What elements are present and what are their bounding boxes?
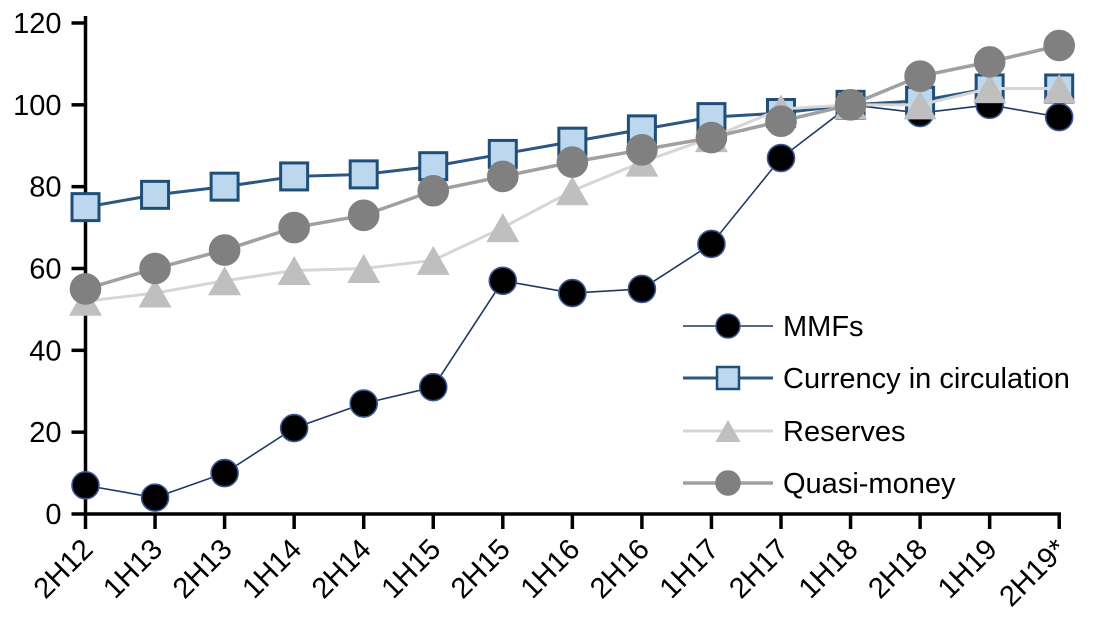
- data-point-marker: [347, 254, 381, 283]
- legend: MMFs Currency in circulation Reserves Quasi…: [683, 311, 1070, 500]
- data-point-marker: [138, 278, 172, 308]
- legend-label-mmfs: MMFs: [783, 311, 864, 343]
- data-point-marker: [418, 372, 448, 402]
- x-tick-label: 2H18: [862, 533, 934, 605]
- legend-marker-quasi-money: [715, 470, 741, 496]
- data-point-marker: [416, 245, 450, 275]
- x-tick-label: 1H15: [376, 533, 448, 605]
- y-tick-label: 120: [13, 8, 61, 40]
- x-tick-label: 1H17: [654, 533, 726, 605]
- x-tick-label: 2H12: [28, 533, 100, 605]
- legend-item-reserves: Reserves: [683, 416, 906, 448]
- data-point-marker: [70, 192, 101, 223]
- legend-label-quasi-money: Quasi-money: [783, 468, 956, 500]
- data-point-marker: [486, 213, 520, 243]
- data-point-marker: [1044, 102, 1074, 132]
- data-point-marker: [348, 159, 379, 190]
- x-tick-label: 2H14: [306, 533, 378, 605]
- legend-label-currency-in-circulation: Currency in circulation: [783, 363, 1070, 395]
- x-tick-label: 2H13: [167, 533, 239, 605]
- data-point-marker: [558, 278, 587, 308]
- series-mmfs: [71, 90, 1074, 512]
- series-markers-quasi-money: [69, 29, 1075, 305]
- x-tick-label: 1H18: [793, 533, 865, 605]
- data-point-marker: [488, 266, 518, 296]
- x-tick-label: 1H13: [97, 533, 169, 605]
- data-point-marker: [697, 229, 726, 259]
- data-point-marker: [69, 273, 102, 305]
- legend-label-reserves: Reserves: [783, 416, 906, 448]
- data-point-marker: [973, 46, 1006, 78]
- y-tick-label: 0: [45, 499, 61, 531]
- legend-item-currency-in-circulation: Currency in circulation: [683, 363, 1070, 395]
- series-quasi-money: [69, 29, 1075, 305]
- data-point-marker: [417, 174, 450, 207]
- data-point-marker: [904, 60, 936, 92]
- data-point-marker: [208, 234, 241, 266]
- data-point-marker: [139, 252, 171, 285]
- data-point-marker: [209, 171, 240, 202]
- legend-marker-reserves: [715, 420, 741, 442]
- data-point-marker: [973, 73, 1007, 103]
- y-tick-label: 40: [29, 335, 61, 367]
- x-tick-label: 1H19: [932, 533, 1004, 605]
- data-point-marker: [834, 89, 867, 121]
- x-tick-label: 1H14: [236, 533, 308, 605]
- data-point-marker: [347, 199, 380, 232]
- data-point-marker: [626, 134, 658, 166]
- data-point-marker: [486, 160, 519, 193]
- data-point-marker: [903, 90, 937, 120]
- y-tick-label: 80: [29, 172, 61, 204]
- data-point-marker: [627, 274, 657, 304]
- legend-marker-currency-in-circulation: [715, 365, 741, 391]
- data-point-marker: [279, 413, 309, 443]
- x-tick-label: 2H19*: [994, 533, 1074, 613]
- data-point-marker: [555, 176, 589, 206]
- y-tick-label: 60: [29, 254, 61, 286]
- data-point-marker: [1043, 29, 1075, 62]
- data-point-marker: [349, 389, 379, 418]
- legend-item-mmfs: MMFs: [683, 311, 864, 343]
- data-point-marker: [278, 211, 310, 244]
- x-axis: 2H121H132H131H142H141H152H151H162H161H17…: [28, 512, 1074, 613]
- data-point-marker: [766, 143, 796, 173]
- data-point-marker: [556, 146, 589, 178]
- y-axis: 0 20 40 60 80 100 120: [13, 8, 88, 531]
- x-tick-label: 2H15: [445, 533, 517, 605]
- x-tick-label: 1H16: [515, 533, 587, 605]
- data-point-marker: [140, 483, 170, 512]
- data-point-marker: [140, 179, 171, 210]
- data-point-marker: [277, 256, 311, 286]
- legend-item-quasi-money: Quasi-money: [683, 468, 956, 500]
- data-point-marker: [210, 458, 239, 488]
- y-tick-label: 100: [13, 90, 61, 122]
- data-point-marker: [71, 471, 100, 500]
- data-point-marker: [695, 121, 728, 154]
- data-point-marker: [279, 161, 310, 192]
- legend-marker-mmfs: [715, 313, 741, 339]
- x-tick-label: 2H16: [584, 533, 656, 605]
- data-point-marker: [765, 105, 797, 137]
- y-tick-label: 20: [29, 417, 61, 449]
- x-tick-label: 2H17: [723, 533, 795, 605]
- data-point-marker: [208, 266, 242, 296]
- data-point-marker: [1042, 73, 1076, 103]
